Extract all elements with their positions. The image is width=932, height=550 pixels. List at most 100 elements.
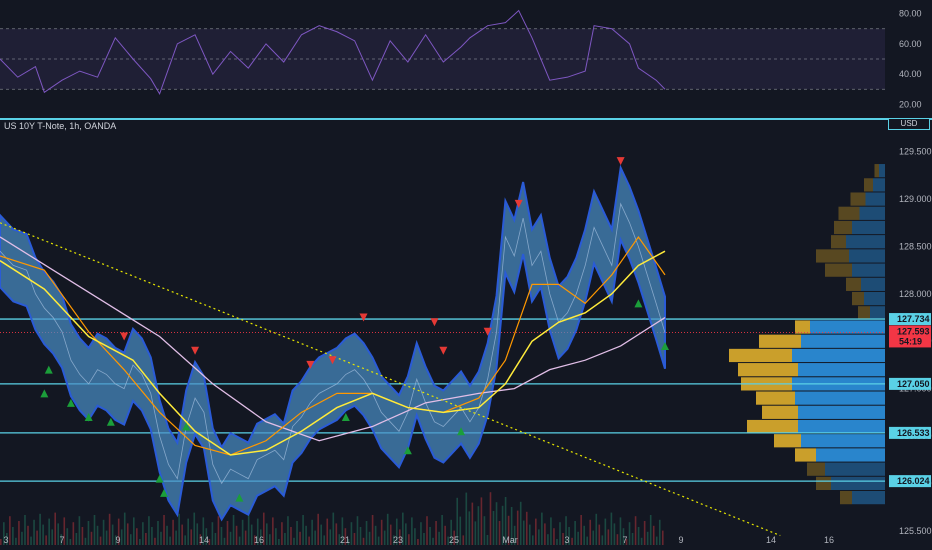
volume-bar: [471, 502, 474, 545]
volume-bar: [241, 519, 244, 545]
volume-bar: [498, 521, 501, 545]
volume-bar: [568, 527, 570, 545]
volume-bar: [507, 515, 510, 545]
volume-bar: [353, 533, 356, 545]
buy-signal-marker: [40, 389, 49, 398]
volume-bar: [468, 511, 471, 545]
volume-bar: [347, 539, 350, 545]
vp-buy-bar: [852, 263, 885, 277]
volume-bar: [290, 527, 292, 545]
buy-signal-marker: [106, 417, 115, 426]
last-price-label: 127.593: [897, 326, 930, 336]
volume-bar: [275, 528, 277, 545]
volume-bar: [262, 512, 265, 545]
vp-sell-bar: [858, 306, 870, 320]
vp-buy-bar: [879, 164, 885, 178]
volume-bar: [510, 507, 513, 545]
volume-bar: [169, 536, 171, 545]
volume-bar: [114, 535, 117, 545]
time-tick-label: 16: [824, 535, 834, 545]
rsi-tick-label: 60.00: [899, 39, 922, 49]
volume-bar: [48, 518, 50, 545]
sell-signal-marker: [191, 346, 200, 355]
volume-bar: [501, 505, 504, 545]
volume-bar: [392, 535, 395, 545]
volume-bar: [553, 528, 555, 545]
volume-bar: [123, 512, 126, 545]
time-tick-label: 3: [3, 535, 8, 545]
bar-countdown-label: 54:19: [899, 336, 922, 346]
buy-signal-marker: [634, 299, 643, 308]
volume-bar: [196, 523, 199, 545]
buy-signal-marker: [661, 341, 669, 350]
volume-bar: [272, 517, 274, 545]
currency-badge[interactable]: USD: [888, 118, 930, 130]
volume-bar: [562, 533, 564, 545]
vp-buy-bar: [795, 391, 885, 405]
volume-bar: [574, 521, 576, 545]
volume-bar: [36, 530, 38, 545]
time-tick-label: 14: [199, 535, 209, 545]
volume-bar: [492, 511, 495, 545]
vp-sell-bar: [729, 348, 792, 363]
time-tick-label: 25: [449, 535, 459, 545]
time-tick-label: 7: [622, 535, 627, 545]
volume-bar: [414, 528, 416, 545]
volume-bar: [462, 535, 465, 545]
volume-bar: [556, 539, 558, 545]
level-tag-background: [889, 313, 931, 326]
volume-bar: [24, 515, 26, 545]
volume-bar: [335, 523, 338, 545]
volume-bar: [368, 531, 371, 545]
vp-buy-bar: [792, 348, 885, 363]
buy-signal-marker: [182, 422, 191, 431]
volume-bar: [172, 519, 174, 545]
vp-sell-bar: [807, 462, 825, 476]
volume-bar: [99, 536, 102, 545]
volume-bar: [217, 516, 220, 545]
volume-bar: [438, 531, 440, 545]
volume-bar: [646, 531, 649, 545]
volume-bar: [550, 517, 552, 545]
volume-bar: [45, 535, 47, 545]
volume-bar: [577, 531, 579, 545]
rsi-panel: 80.00 60.00 40.00 20.00: [0, 9, 922, 109]
rsi-band: [0, 28, 885, 90]
volume-bar: [208, 539, 211, 545]
volume-bar: [628, 522, 631, 545]
vp-sell-bar: [762, 405, 798, 419]
volume-bar: [441, 515, 443, 545]
price-tick-label: 129.000: [899, 194, 932, 204]
volume-bar: [658, 519, 661, 545]
volume-bar: [66, 528, 69, 545]
volume-bar: [350, 522, 353, 545]
volume-bar: [544, 523, 546, 545]
vp-buy-bar: [865, 192, 885, 206]
volume-bar: [519, 501, 522, 545]
sell-signal-marker: [483, 327, 492, 336]
volume-bar: [160, 531, 162, 545]
price-tick-label: 129.500: [899, 147, 932, 157]
volume-bar: [223, 537, 226, 545]
volume-bar: [429, 527, 431, 545]
volume-bar: [643, 521, 646, 545]
level-tag-label: 127.050: [897, 379, 930, 389]
rsi-line: [0, 9, 666, 96]
vp-sell-bar: [747, 419, 798, 434]
volume-bar: [607, 529, 610, 545]
time-tick-label: 3: [564, 535, 569, 545]
time-tick-label: 7: [59, 535, 64, 545]
volume-profile: [729, 164, 885, 505]
volume-bar: [166, 525, 168, 545]
volume-bar: [151, 527, 153, 545]
sma-slow-line: [0, 236, 666, 442]
volume-bar: [365, 521, 368, 545]
volume-bar: [371, 515, 374, 545]
volume-bar: [649, 515, 652, 545]
vp-buy-bar: [810, 320, 885, 334]
buy-signal-marker: [155, 474, 164, 483]
vp-sell-bar: [738, 363, 798, 377]
volume-bar: [541, 512, 543, 545]
volume-bar: [145, 533, 147, 545]
